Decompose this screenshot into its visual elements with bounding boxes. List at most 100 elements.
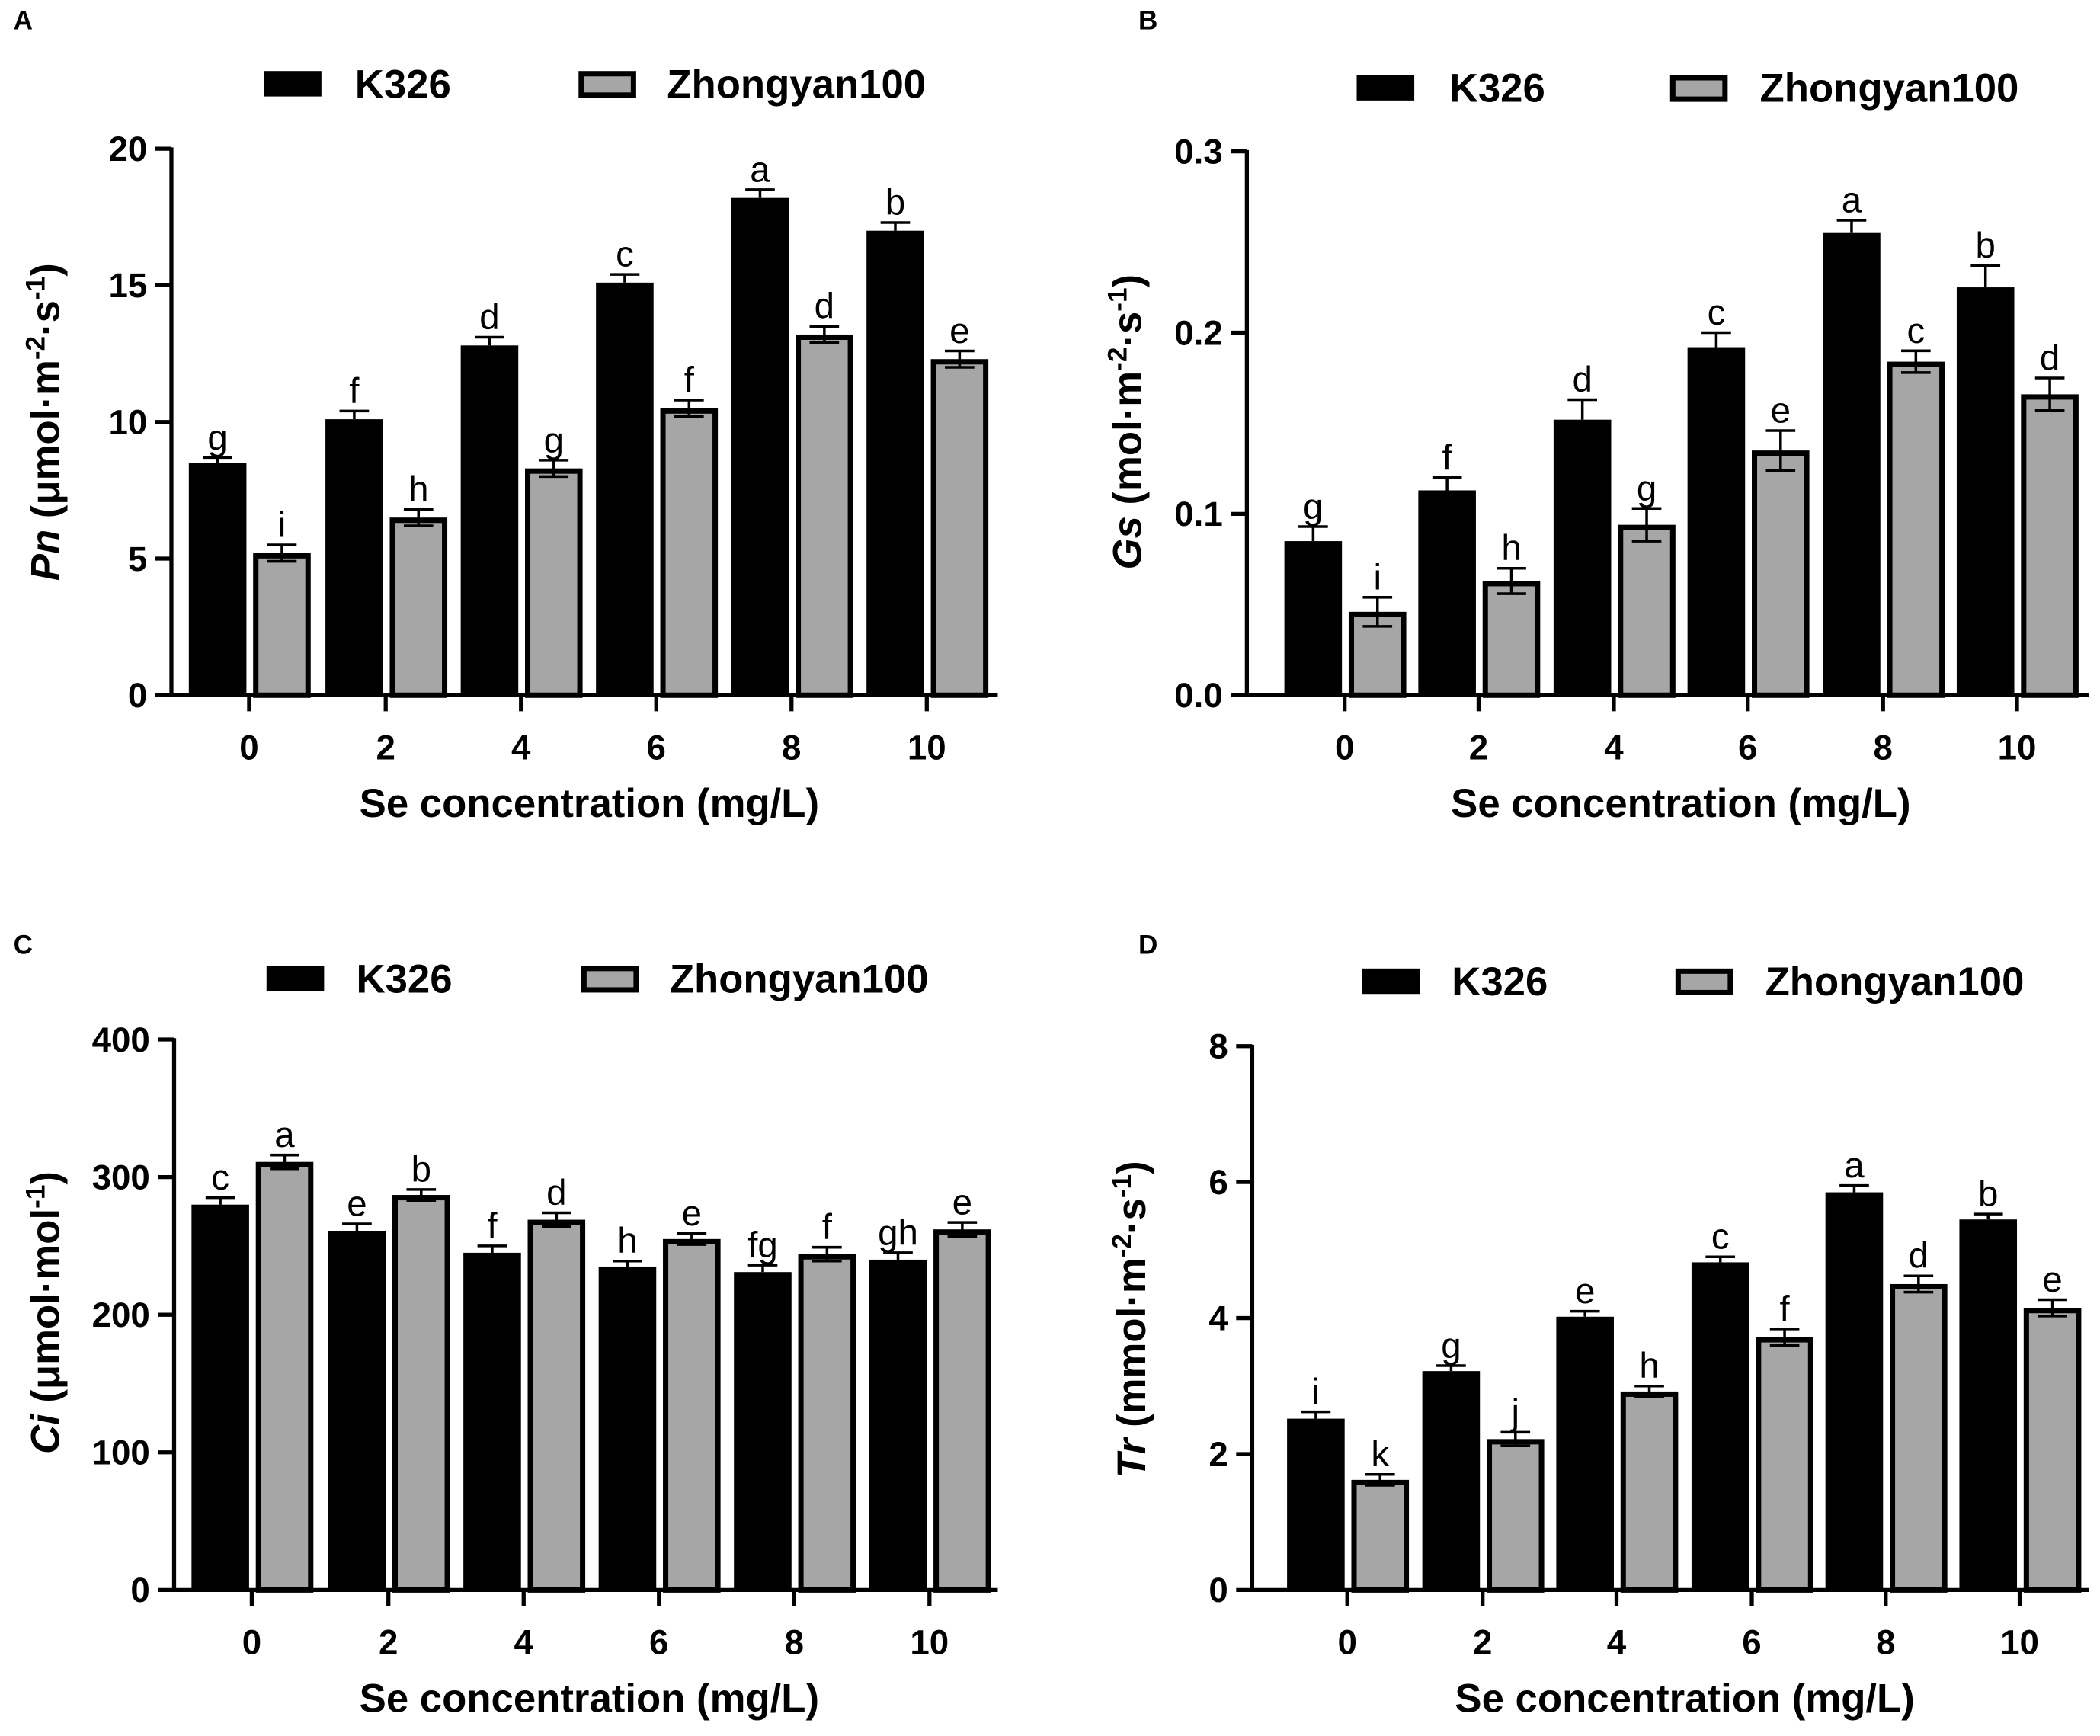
x-axis-label: Se concentration (mg/L) <box>360 1676 819 1721</box>
y-axis-label-part: Pn <box>23 530 68 581</box>
x-axis-label: Se concentration (mg/L) <box>1455 1676 1914 1721</box>
bar-zhongyan100-4 <box>525 468 583 698</box>
bar-k326-6 <box>598 1266 657 1590</box>
significance-letter: h <box>1501 528 1521 569</box>
significance-letter: h <box>408 469 428 510</box>
legend-label-k326: K326 <box>357 956 453 1001</box>
x-tick-label: 0 <box>242 1623 261 1662</box>
significance-letter: a <box>750 149 770 190</box>
x-tick-label: 6 <box>649 1623 668 1662</box>
bar-k326-0 <box>1287 1418 1345 1590</box>
significance-letter: c <box>1708 293 1726 333</box>
legend-label-zhongyan100: Zhongyan100 <box>670 956 929 1001</box>
bar-k326-0 <box>1284 541 1343 696</box>
legend-label-k326: K326 <box>1449 66 1545 111</box>
bar-k326-6 <box>596 282 654 696</box>
bar-zhongyan100-10 <box>2021 394 2079 698</box>
bar-k326-2 <box>1418 490 1476 696</box>
panel-b: B K326 Zhongyan100 g i 0 f h 2 d g 4 c e 6 a c 8 b d 10 0.0 0.… <box>1103 6 2089 826</box>
legend-swatch-zhongyan100 <box>581 966 639 993</box>
significance-letter: a <box>274 1115 295 1155</box>
y-tick-label: 100 <box>92 1433 150 1472</box>
significance-letter: e <box>952 1183 972 1223</box>
y-axis-label-part: ) <box>1109 1161 1154 1174</box>
significance-letter: f <box>822 1207 833 1248</box>
panel-d: D K326 Zhongyan100 i k 0 g j 2 e h 4 c f 6 a d 8 b e 10 0 2 4 6 8… <box>1106 930 2089 1721</box>
bar-k326-10 <box>1959 1219 2018 1590</box>
x-tick-label: 10 <box>910 1623 949 1662</box>
bar-zhongyan100-2 <box>1482 581 1541 698</box>
bar-zhongyan100-4 <box>1620 1391 1679 1593</box>
y-axis-label-superscript: -1 <box>21 1185 50 1209</box>
significance-letter: a <box>1842 180 1862 220</box>
legend-label-k326: K326 <box>1452 959 1548 1004</box>
x-tick-label: 8 <box>1876 1623 1895 1662</box>
bar-zhongyan100-10 <box>2023 1308 2082 1593</box>
significance-letter: i <box>1373 557 1381 597</box>
significance-letter: g <box>1637 469 1657 509</box>
panel-letter: C <box>14 930 33 959</box>
significance-letter: b <box>411 1149 431 1190</box>
bar-k326-8 <box>731 197 789 696</box>
y-tick-label: 0.3 <box>1174 132 1223 171</box>
y-tick-label: 6 <box>1208 1163 1228 1202</box>
x-tick-label: 8 <box>1874 729 1893 767</box>
y-axis-label-part: Gs <box>1106 516 1151 569</box>
y-axis-label-superscript: -1 <box>21 277 50 300</box>
bar-zhongyan100-10 <box>930 359 989 698</box>
bar-k326-2 <box>1422 1371 1481 1590</box>
bar-zhongyan100-8 <box>798 1254 856 1593</box>
y-axis-label-superscript: -2 <box>1103 348 1132 371</box>
bar-k326-6 <box>1687 347 1746 696</box>
x-tick-label: 2 <box>1473 1623 1492 1662</box>
bar-k326-4 <box>460 345 519 696</box>
y-axis-label-part: ) <box>23 263 68 277</box>
y-axis-label-part: (μmol·mol <box>23 1209 68 1414</box>
x-tick-label: 0 <box>1337 1623 1356 1662</box>
x-axis-label: Se concentration (mg/L) <box>360 781 819 826</box>
y-tick-label: 20 <box>109 130 148 168</box>
bar-zhongyan100-2 <box>389 517 448 698</box>
legend-swatch-zhongyan100 <box>1675 968 1733 995</box>
bar-zhongyan100-6 <box>1756 1337 1813 1593</box>
y-tick-label: 5 <box>128 540 147 578</box>
significance-letter: g <box>544 420 564 460</box>
legend-swatch-k326 <box>264 71 322 97</box>
legend-swatch-zhongyan100 <box>1669 75 1728 102</box>
y-axis-label-part: ·s <box>23 300 68 336</box>
bar-zhongyan100-4 <box>527 1219 586 1593</box>
significance-letter: f <box>349 371 360 412</box>
x-tick-label: 0 <box>1335 729 1354 767</box>
bar-k326-0 <box>188 463 247 696</box>
y-tick-label: 0.2 <box>1174 313 1223 352</box>
x-tick-label: 4 <box>514 1623 534 1662</box>
legend-swatch-zhongyan100 <box>578 71 636 98</box>
significance-letter: k <box>1371 1434 1389 1475</box>
bar-k326-10 <box>1956 287 2015 696</box>
significance-letter: c <box>211 1158 229 1198</box>
significance-letter: e <box>949 311 969 351</box>
y-tick-label: 400 <box>92 1020 150 1059</box>
significance-letter: e <box>1771 390 1791 431</box>
x-tick-label: 6 <box>1738 729 1757 767</box>
bar-zhongyan100-0 <box>1351 1479 1410 1593</box>
x-tick-label: 2 <box>376 729 395 767</box>
significance-letter: f <box>1779 1289 1790 1329</box>
y-axis-label-superscript: -2 <box>1106 1234 1136 1257</box>
bar-k326-2 <box>328 1231 386 1590</box>
significance-letter: b <box>885 182 905 223</box>
y-axis-label-part: Ci <box>23 1413 68 1454</box>
significance-letter: d <box>815 287 834 327</box>
y-axis-label-part: (mmol·m <box>1109 1257 1154 1438</box>
y-axis-label: Ci (μmol·mol-1) <box>21 1171 68 1454</box>
significance-letter: b <box>1978 1174 1998 1215</box>
bar-zhongyan100-0 <box>255 1161 314 1593</box>
y-axis-label: Tr (mmol·m-2·s-1) <box>1106 1161 1154 1478</box>
y-tick-label: 200 <box>92 1296 150 1334</box>
y-axis-label-part: ·s <box>1109 1198 1154 1234</box>
significance-letter: i <box>278 505 287 546</box>
bar-zhongyan100-2 <box>392 1195 450 1593</box>
x-tick-label: 8 <box>785 1623 804 1662</box>
